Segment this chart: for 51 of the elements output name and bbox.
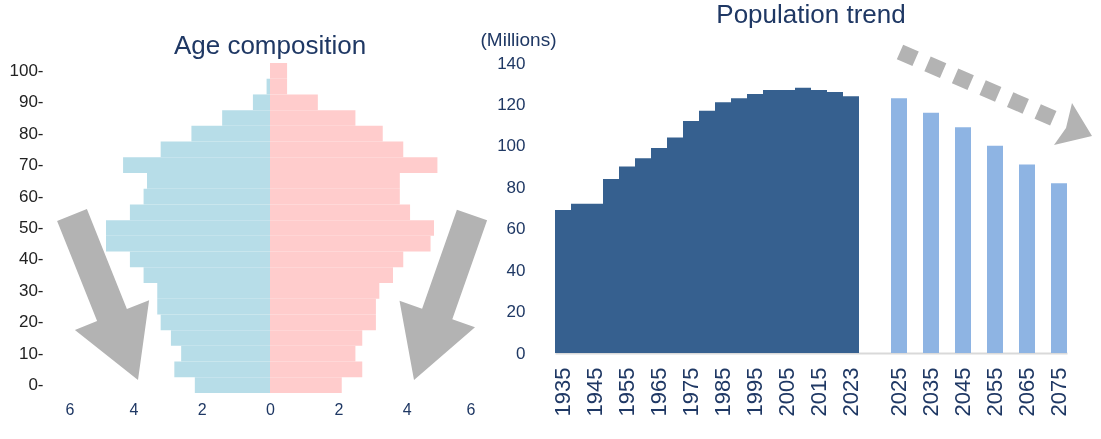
x-tick-label: 1955	[614, 367, 639, 417]
y-tick-label: 120	[497, 94, 526, 114]
bar	[987, 145, 1003, 353]
x-tick-label: 4	[129, 400, 139, 418]
x-tick-label: 1945	[582, 367, 607, 417]
x-tick-label: 6	[65, 400, 75, 418]
x-tick-label: 0	[266, 400, 276, 418]
y-tick-label: 40	[506, 260, 526, 280]
y-tick-label: 70-	[18, 155, 44, 175]
x-tick-label: 1965	[646, 367, 671, 417]
y-axis-title: (Millions)	[480, 28, 557, 50]
x-tick-label: 2075	[1046, 367, 1071, 417]
y-tick-label: 80	[506, 177, 526, 197]
y-tick-label: 30-	[18, 280, 44, 300]
x-tick-label: 2005	[774, 367, 799, 417]
x-tick-label: 2065	[1014, 367, 1039, 417]
x-tick-label: 6	[466, 400, 476, 418]
x-tick-label: 1995	[742, 367, 767, 417]
bar	[955, 127, 971, 353]
y-tick-label: 140	[497, 53, 526, 73]
bar	[1019, 164, 1035, 353]
x-tick-label: 2015	[806, 367, 831, 417]
y-tick-label: 0	[516, 343, 526, 363]
x-tick-label: 2023	[838, 367, 863, 417]
bar	[891, 98, 907, 353]
x-tick-label: 2045	[950, 367, 975, 417]
x-tick-label: 2055	[982, 367, 1007, 417]
bar	[923, 112, 939, 353]
y-tick-label: 60	[506, 219, 526, 239]
y-tick-label: 100	[497, 136, 526, 156]
y-tick-label: 60-	[18, 186, 44, 206]
bar	[1051, 183, 1067, 353]
x-tick-label: 2035	[918, 367, 943, 417]
y-tick-label: 80-	[18, 123, 44, 143]
y-tick-label: 90-	[18, 92, 44, 112]
y-tick-label: 20	[506, 302, 526, 322]
x-tick-label: 1985	[710, 367, 735, 417]
y-tick-label: 20-	[18, 312, 44, 332]
y-tick-label: 40-	[18, 249, 44, 269]
x-tick-label: 4	[402, 400, 412, 418]
x-tick-label: 2	[197, 400, 207, 418]
x-tick-label: 2025	[886, 367, 911, 417]
y-tick-label: 0-	[28, 375, 44, 395]
y-tick-label: 100-	[9, 60, 44, 80]
x-tick-label: 1935	[550, 367, 575, 417]
x-tick-label: 1975	[678, 367, 703, 417]
chart-title: Age composition	[173, 30, 367, 61]
x-tick-label: 2	[334, 400, 344, 418]
y-tick-label: 50-	[18, 218, 44, 237]
y-tick-label: 10-	[18, 343, 44, 363]
chart-title: Population trend	[716, 0, 906, 29]
